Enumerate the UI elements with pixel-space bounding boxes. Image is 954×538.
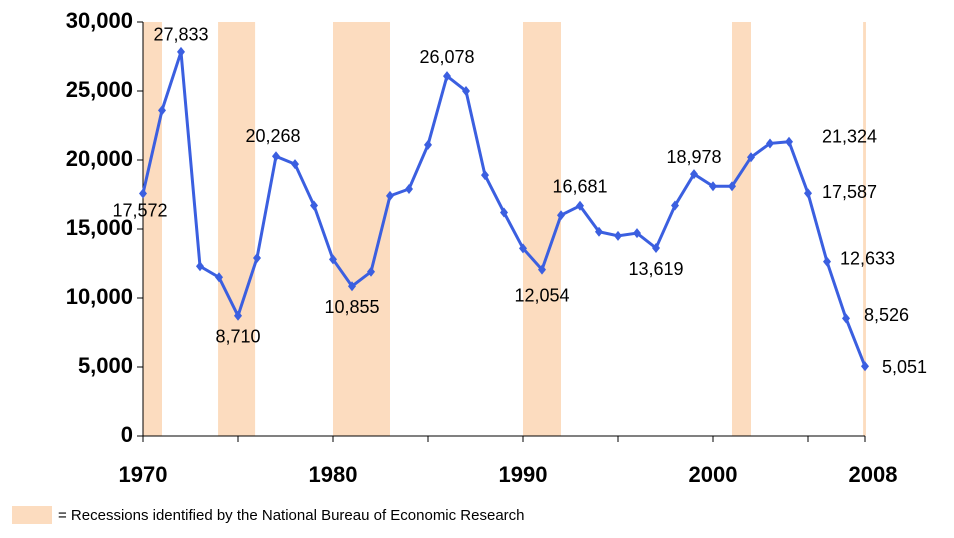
marker [253, 252, 261, 263]
marker [671, 200, 679, 211]
y-tick-label: 15,000 [66, 215, 133, 240]
marker [747, 152, 755, 163]
x-tick-label: 1970 [119, 462, 168, 487]
marker [785, 136, 793, 147]
marker [690, 169, 698, 180]
y-tick-label: 10,000 [66, 284, 133, 309]
x-tick-label: 2000 [689, 462, 738, 487]
marker [842, 313, 850, 324]
marker [633, 228, 641, 239]
recession-band [218, 22, 256, 436]
data-label: 12,633 [840, 248, 895, 268]
recession-band [732, 22, 751, 436]
marker [367, 266, 375, 277]
marker [709, 181, 717, 192]
recession-band [863, 22, 866, 436]
y-tick-label: 5,000 [78, 353, 133, 378]
data-label: 26,078 [419, 47, 474, 67]
marker [728, 181, 736, 192]
legend-swatch [12, 506, 52, 524]
marker [861, 361, 869, 372]
marker [519, 243, 527, 254]
data-label: 8,710 [215, 327, 260, 347]
data-label: 17,587 [822, 182, 877, 202]
marker [310, 200, 318, 211]
marker [500, 207, 508, 218]
marker [424, 139, 432, 150]
marker [139, 188, 147, 199]
marker [177, 46, 185, 57]
marker [291, 159, 299, 170]
x-tick-label: 1980 [309, 462, 358, 487]
marker [443, 71, 451, 82]
data-label: 20,268 [245, 126, 300, 146]
data-label: 12,054 [514, 285, 569, 305]
data-label: 5,051 [882, 357, 927, 377]
legend-label: = Recessions identified by the National … [58, 507, 525, 524]
marker [196, 261, 204, 272]
marker [538, 264, 546, 275]
y-tick-label: 25,000 [66, 77, 133, 102]
marker [405, 183, 413, 194]
data-label: 10,855 [324, 297, 379, 317]
marker [272, 151, 280, 162]
marker [234, 310, 242, 321]
marker [595, 226, 603, 237]
x-tick-label: 1990 [499, 462, 548, 487]
recession-band [143, 22, 162, 436]
y-tick-label: 30,000 [66, 8, 133, 33]
marker [158, 105, 166, 116]
marker [614, 230, 622, 241]
marker [557, 210, 565, 221]
y-tick-label: 20,000 [66, 146, 133, 171]
data-label: 18,978 [666, 147, 721, 167]
marker [481, 170, 489, 181]
marker [766, 138, 774, 149]
data-label: 8,526 [864, 305, 909, 325]
y-tick-label: 0 [121, 422, 133, 447]
marker [462, 86, 470, 96]
marker [823, 256, 831, 267]
marker [215, 272, 223, 283]
x-tick-label: 2008 [849, 462, 898, 487]
data-label: 21,324 [822, 126, 877, 146]
data-label: 27,833 [153, 25, 208, 45]
marker [804, 188, 812, 199]
marker [386, 190, 394, 201]
marker [348, 281, 356, 292]
data-label: 13,619 [628, 259, 683, 279]
data-label: 17,572 [112, 200, 167, 220]
marker [576, 200, 584, 211]
data-label: 16,681 [552, 177, 607, 197]
marker [329, 254, 337, 265]
marker [652, 243, 660, 254]
